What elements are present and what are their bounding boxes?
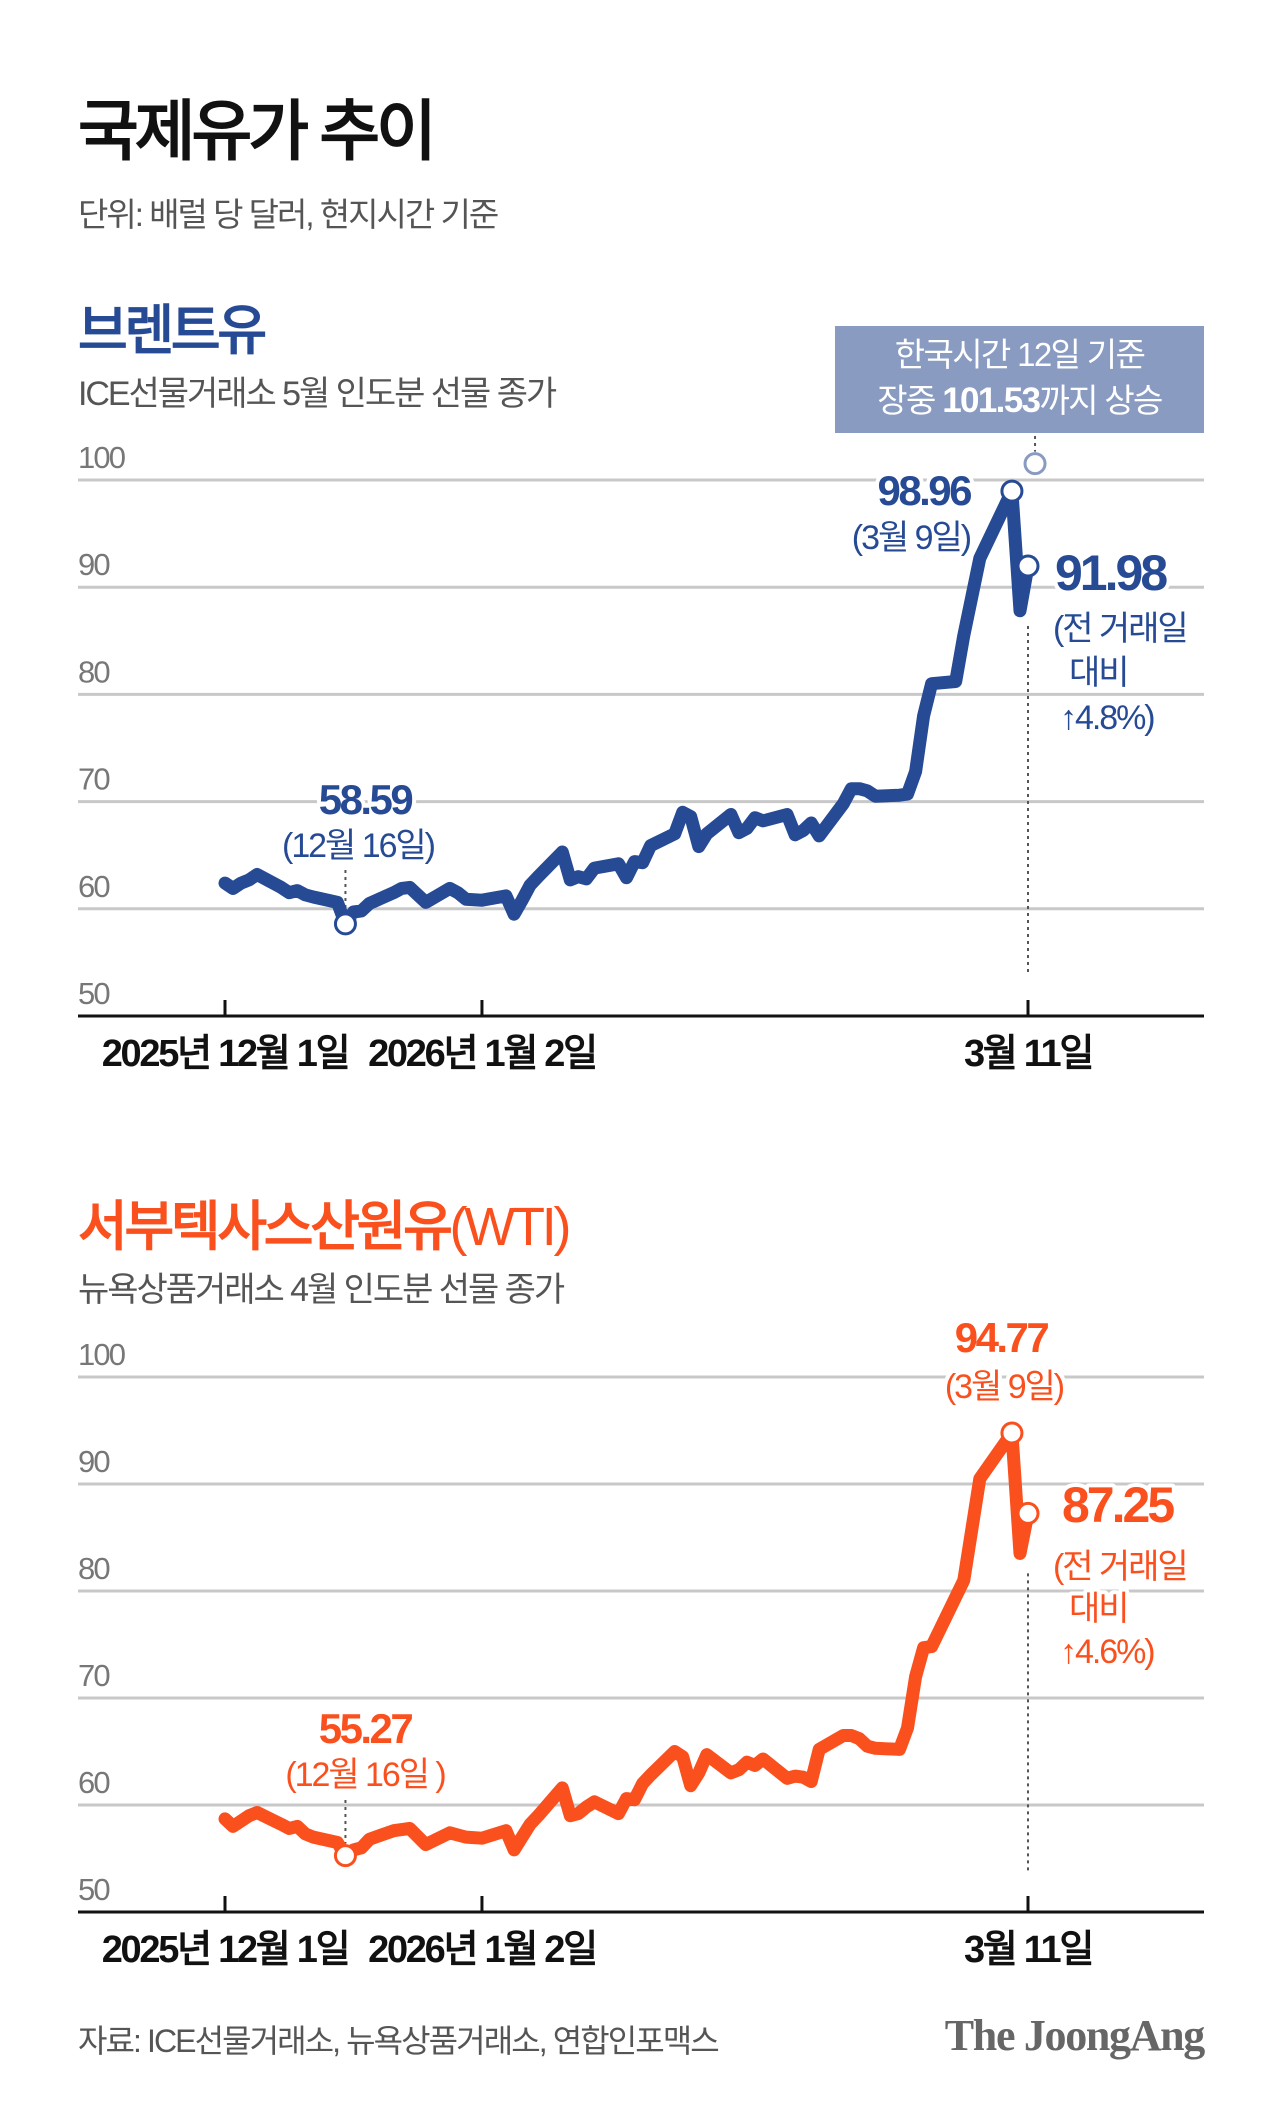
brent-annotations: 58.59 (12월 16일) 98.96 (3월 9일) 91.98 (전 거… (278, 463, 1193, 869)
y-tick-label: 60 (78, 869, 110, 904)
wti-last-note1: (전 거래일 (1053, 1548, 1187, 1586)
brent-last-note3: ↑4.8%) (1060, 699, 1154, 737)
x-tick-label: 2026년 1월 2일 (368, 1033, 596, 1075)
brent-subtitle: ICE선물거래소 5월 인도분 선물 종가 (78, 375, 557, 413)
intraday-high-marker (1023, 452, 1047, 476)
brent-peak-value: 98.96 (877, 467, 971, 514)
brent-peak-date: (3월 9일) (852, 519, 971, 557)
x-tick-label: 2026년 1월 2일 (368, 1929, 596, 1971)
wti-annotations: 55.27 (12월 16일 ) 94.77 (3월 9일) 87.25 (전 … (281, 1310, 1192, 1798)
y-tick-label: 70 (78, 1658, 110, 1693)
wti-low-date: (12월 16일 ) (285, 1756, 445, 1794)
wti-last-note2: 대비 (1069, 1590, 1127, 1628)
y-tick-label: 50 (78, 1872, 110, 1907)
x-tick-label: 2025년 12월 1일 (102, 1033, 349, 1075)
y-tick-label: 100 (78, 1337, 126, 1372)
brent-low-value: 58.59 (319, 776, 413, 823)
wti-low-value: 55.27 (319, 1705, 413, 1752)
wti-heading-main: 서부텍사스산원유 (78, 1197, 453, 1257)
y-tick-label: 70 (78, 762, 110, 797)
peak-point-marker (1000, 479, 1024, 503)
callout-line2: 장중 101.53까지 상승 (835, 378, 1204, 424)
source-note: 자료: ICE선물거래소, 뉴욕상품거래소, 연합인포맥스 (78, 2023, 720, 2059)
y-tick-label: 50 (78, 976, 110, 1011)
wti-heading: 서부텍사스산원유(WTI) (78, 1182, 572, 1261)
last-point-marker (1016, 1501, 1040, 1525)
y-tick-label: 100 (78, 440, 126, 475)
y-tick-label: 80 (78, 1551, 110, 1586)
intraday-high-callout: 한국시간 12일 기준 장중 101.53까지 상승 (835, 326, 1204, 433)
brent-heading: 브렌트유 (78, 301, 267, 361)
callout-prefix: 장중 (877, 382, 943, 419)
last-point-marker (1016, 554, 1040, 578)
unit-note: 단위: 배럴 당 달러, 현지시간 기준 (78, 196, 499, 233)
publisher-logo: The JoongAng (944, 2011, 1206, 2060)
callout-value: 101.53 (942, 381, 1041, 420)
wti-peak-date: (3월 9일) (945, 1368, 1064, 1406)
y-tick-label: 80 (78, 654, 110, 689)
y-tick-label: 90 (78, 547, 110, 582)
peak-point-marker (1000, 1421, 1024, 1445)
low-point-marker (333, 912, 357, 936)
x-tick-label: 3월 11일 (964, 1033, 1092, 1075)
brent-last-note2: 대비 (1069, 654, 1127, 692)
wti-peak-value: 94.77 (955, 1314, 1049, 1361)
x-tick-label: 2025년 12월 1일 (102, 1929, 349, 1971)
y-tick-label: 90 (78, 1444, 110, 1479)
page-title: 국제유가 추이 (78, 94, 437, 168)
brent-low-date: (12월 16일) (282, 827, 435, 865)
brent-last-value: 91.98 (1055, 545, 1167, 601)
callout-line1: 한국시간 12일 기준 (894, 336, 1146, 373)
wti-chart: 100 90 80 70 60 50 2025년 12월 1일 2026년 1월 2일 3월 1… (78, 1337, 1204, 1971)
wti-last-value: 87.25 (1062, 1477, 1174, 1533)
callout-suffix: 까지 상승 (1039, 382, 1163, 419)
x-tick-label: 3월 11일 (964, 1929, 1092, 1971)
wti-subtitle: 뉴욕상품거래소 4월 인도분 선물 종가 (78, 1271, 565, 1309)
y-tick-label: 60 (78, 1765, 110, 1800)
wti-last-note3: ↑4.6%) (1060, 1633, 1154, 1671)
brent-chart: 100 90 80 70 60 50 2025년 12월 1일 2026년 1월 2일 3월 1… (78, 436, 1204, 1075)
brent-last-note1: (전 거래일 (1053, 610, 1187, 648)
wti-heading-suffix: (WTI) (449, 1197, 572, 1257)
low-point-marker (333, 1844, 357, 1868)
